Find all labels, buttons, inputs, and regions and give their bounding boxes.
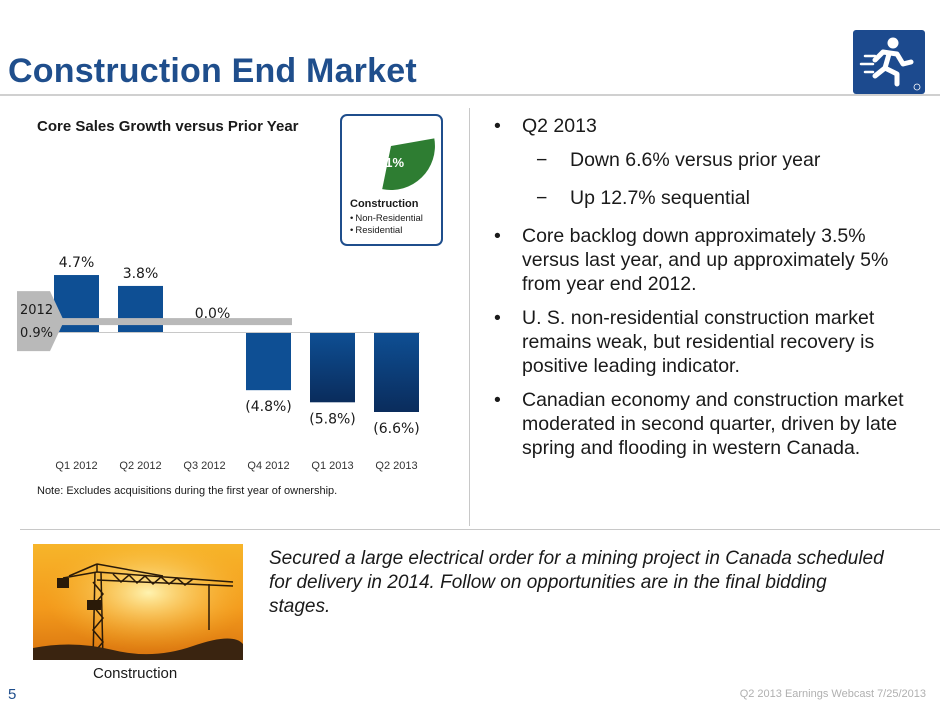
sub-bullet-item: Down 6.6% versus prior year bbox=[486, 148, 926, 172]
bullet-item: Q2 2013 bbox=[486, 114, 926, 138]
x-tick-label: Q2 2012 bbox=[119, 460, 161, 472]
title-divider bbox=[0, 94, 940, 96]
pie-segment-label: Construction bbox=[350, 198, 419, 210]
bullet-item: Canadian economy and construction market… bbox=[486, 388, 926, 460]
bar-5 bbox=[374, 332, 419, 412]
pie-percent-label: 31% bbox=[378, 155, 404, 170]
section-divider bbox=[20, 529, 940, 530]
data-label: (5.8%) bbox=[309, 411, 356, 427]
footer-text: Q2 2013 Earnings Webcast 7/25/2013 bbox=[739, 688, 926, 700]
x-tick-label: Q2 2013 bbox=[375, 460, 417, 472]
company-logo bbox=[853, 30, 925, 94]
pie-item: Non-Residential bbox=[350, 213, 423, 225]
photo-caption: Construction bbox=[93, 665, 178, 682]
data-label: (4.8%) bbox=[245, 399, 292, 415]
bullet-item: U. S. non-residential construction marke… bbox=[486, 306, 926, 378]
bar-3 bbox=[246, 332, 291, 391]
reference-year-label: 2012 bbox=[20, 303, 53, 318]
pie-item-list: Non-Residential Residential bbox=[350, 213, 423, 237]
x-tick-label: Q4 2012 bbox=[247, 460, 289, 472]
reference-value-label: 0.9% bbox=[20, 326, 53, 341]
running-figure-icon bbox=[859, 37, 921, 91]
data-label: 3.8% bbox=[123, 266, 159, 282]
bullet-item: Core backlog down approximately 3.5% ver… bbox=[486, 224, 926, 296]
pie-inset: 31% Construction Non-Residential Residen… bbox=[340, 114, 443, 246]
chart-note: Note: Excludes acquisitions during the f… bbox=[37, 485, 338, 497]
x-tick-label: Q1 2012 bbox=[55, 460, 97, 472]
pie-item: Residential bbox=[350, 225, 423, 237]
data-label: (6.6%) bbox=[373, 421, 420, 437]
x-tick-label: Q1 2013 bbox=[311, 460, 353, 472]
bullet-list: Q2 2013 Down 6.6% versus prior year Up 1… bbox=[486, 114, 926, 470]
bar-4 bbox=[310, 332, 355, 403]
construction-photo bbox=[33, 544, 243, 661]
reference-line-2012 bbox=[20, 318, 292, 326]
page-number: 5 bbox=[8, 686, 17, 703]
data-label: 0.0% bbox=[195, 306, 231, 322]
data-label: 4.7% bbox=[59, 255, 95, 271]
chart-title: Core Sales Growth versus Prior Year bbox=[37, 118, 299, 135]
sub-bullet-item: Up 12.7% sequential bbox=[486, 186, 926, 210]
reference-tag bbox=[17, 291, 64, 352]
pie-slice bbox=[382, 138, 435, 190]
column-divider bbox=[469, 108, 470, 526]
page-title: Construction End Market bbox=[8, 52, 417, 90]
callout-text: Secured a large electrical order for a m… bbox=[269, 548, 884, 617]
x-tick-label: Q3 2012 bbox=[183, 460, 225, 472]
